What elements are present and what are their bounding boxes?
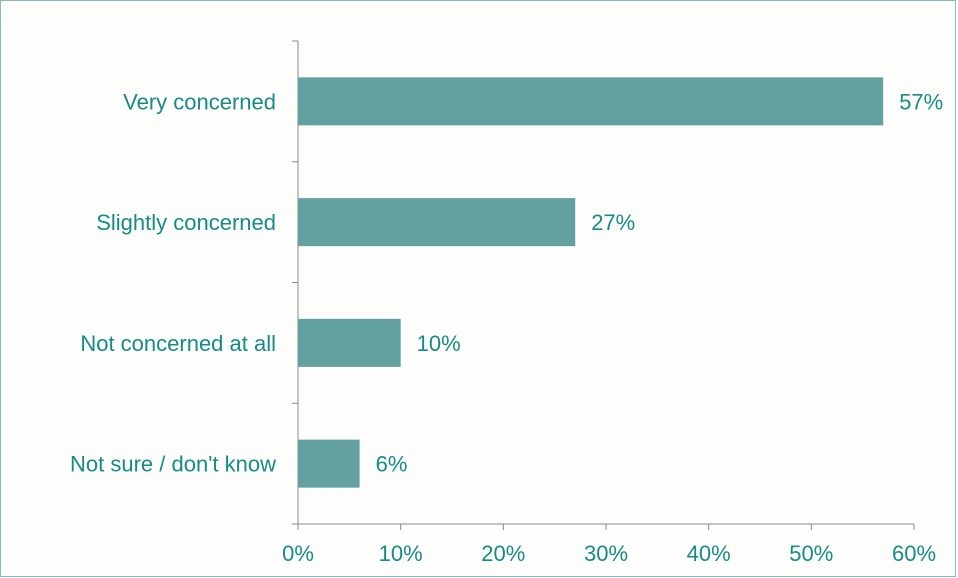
x-tick-label: 0% [282,541,314,566]
bar [298,318,401,367]
category-label: Slightly concerned [96,210,276,235]
bar [298,198,576,247]
category-label: Very concerned [123,89,276,114]
x-tick-label: 40% [687,541,731,566]
data-label: 57% [899,89,943,114]
bar [298,439,360,488]
data-label: 10% [417,331,461,356]
data-label: 6% [376,452,408,477]
category-label: Not sure / don't know [70,452,276,477]
bar [298,77,884,126]
data-label: 27% [591,210,635,235]
x-tick-label: 20% [481,541,525,566]
x-tick-label: 10% [379,541,423,566]
x-tick-label: 50% [789,541,833,566]
x-tick-label: 60% [892,541,936,566]
x-tick-label: 30% [584,541,628,566]
category-label: Not concerned at all [80,331,276,356]
